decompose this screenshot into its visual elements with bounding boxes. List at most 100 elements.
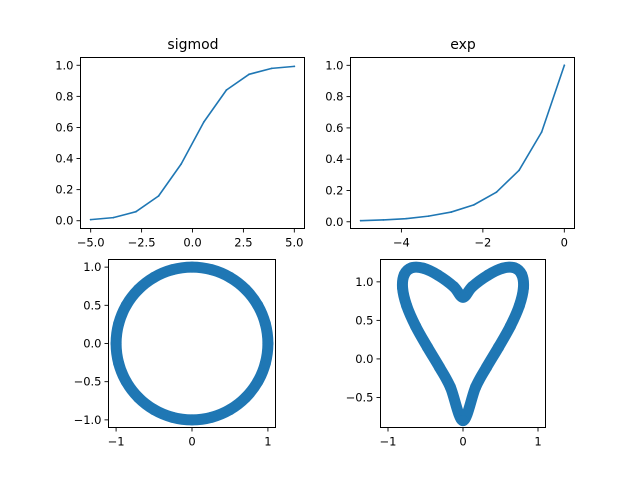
y-tick-label: 0.4 [325, 152, 343, 166]
y-tick-label: 1.0 [325, 58, 343, 72]
axes-circle: −1 0 1 −1.0 −0.5 0.0 0.5 1.0 [74, 259, 276, 449]
series-circle [110, 261, 274, 426]
axes-heart: −1 0 1 −0.5 0.0 0.5 1.0 [346, 259, 546, 449]
data-point [225, 89, 228, 91]
data-point [497, 262, 509, 274]
data-point [359, 219, 362, 222]
data-point [148, 404, 160, 416]
data-point [481, 361, 493, 373]
series-sigmod [89, 65, 296, 221]
data-point [517, 282, 529, 294]
data-point [202, 121, 205, 123]
y-tick-label: 0.0 [55, 214, 73, 228]
x-tick-label: −2.5 [128, 236, 156, 250]
data-point [252, 376, 264, 388]
data-point [110, 338, 122, 349]
data-point [427, 215, 430, 218]
data-point [466, 281, 478, 293]
y-tick-label: 0.0 [325, 215, 343, 229]
ticks-heart: −1 0 1 −0.5 0.0 0.5 1.0 [346, 275, 542, 449]
data-point [457, 291, 469, 303]
data-point [89, 218, 92, 221]
chart-title-exp: exp [450, 37, 476, 53]
x-tick-label: −4 [393, 236, 410, 250]
y-tick-label: −0.5 [346, 390, 374, 404]
y-tick-label: 0.2 [55, 183, 73, 197]
ticks-circle: −1 0 1 −1.0 −0.5 0.0 0.5 1.0 [74, 260, 272, 448]
data-point [410, 320, 422, 332]
data-point [270, 67, 273, 70]
data-point [148, 271, 160, 283]
data-point [240, 284, 252, 296]
data-point [157, 195, 160, 197]
data-point [206, 264, 218, 276]
data-point [166, 411, 178, 423]
series-line-sigmod [89, 65, 296, 221]
data-point [113, 318, 125, 330]
data-point [166, 264, 178, 276]
series-line-exp [359, 64, 566, 222]
x-tick-label: −2 [474, 236, 491, 250]
data-point [444, 381, 456, 393]
data-point [432, 269, 444, 281]
y-tick-label: 0.0 [355, 352, 373, 366]
data-point [240, 391, 252, 403]
data-point [224, 271, 236, 283]
data-point [433, 361, 445, 373]
data-point [518, 169, 520, 172]
y-tick-label: 1.0 [55, 58, 73, 72]
data-point [495, 191, 498, 194]
data-point [252, 299, 264, 311]
y-tick-label: 0.8 [55, 89, 73, 103]
data-point [482, 269, 494, 281]
data-point [421, 341, 433, 353]
data-point [112, 216, 115, 219]
axes-exp: exp −4 −2 0 0.0 0.2 0.4 0.6 0.8 1.0 [325, 37, 575, 250]
y-tick-label: 0.5 [355, 313, 373, 327]
data-point [508, 262, 520, 274]
plot-frame-exp [350, 57, 575, 229]
data-point [382, 218, 385, 221]
plot-frame-heart [380, 259, 546, 428]
chart-title-sigmod: sigmod [167, 37, 218, 53]
data-point [398, 268, 410, 280]
plot-frame-circle [108, 259, 276, 428]
data-point [457, 415, 469, 427]
ticks-sigmod: −5.0 −2.5 0.0 2.5 5.0 0.0 0.2 0.4 0.6 0.8 1.0 [55, 58, 303, 249]
data-point [472, 203, 475, 206]
data-point [132, 284, 144, 296]
axes-sigmod: sigmod −5.0 −2.5 0.0 2.5 5.0 0.0 0.2 0.4 0.6 0.8 1… [55, 37, 305, 250]
y-tick-label: 0.5 [83, 298, 101, 312]
data-point [504, 320, 516, 332]
data-point [540, 131, 543, 133]
data-point [206, 411, 218, 423]
data-point [516, 268, 528, 280]
data-point [224, 404, 236, 416]
data-point [405, 217, 407, 220]
x-tick-label: 0 [459, 435, 466, 449]
data-point [470, 381, 482, 393]
x-tick-label: 0.0 [183, 236, 201, 250]
data-point [293, 65, 296, 68]
x-tick-label: −1 [108, 435, 125, 449]
data-point [259, 357, 271, 369]
data-point [135, 210, 137, 213]
data-point [186, 414, 198, 426]
data-point [248, 73, 250, 76]
data-point [450, 211, 453, 213]
series-heart [396, 261, 530, 427]
y-tick-label: −0.5 [74, 375, 102, 389]
data-point [262, 338, 274, 349]
y-tick-label: 1.0 [83, 260, 101, 274]
data-point [406, 262, 418, 274]
data-point [397, 282, 409, 294]
x-tick-label: 0 [561, 236, 568, 250]
plot-frame-sigmod [80, 57, 305, 229]
data-point [493, 341, 505, 353]
data-point [120, 299, 132, 311]
series-exp [359, 64, 566, 222]
x-tick-label: 1 [534, 435, 541, 449]
data-point [120, 376, 132, 388]
